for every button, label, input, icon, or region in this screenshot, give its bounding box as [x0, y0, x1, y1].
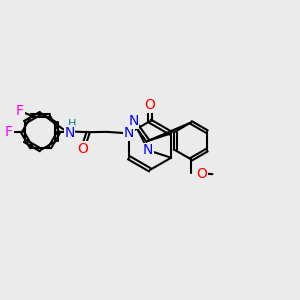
Text: F: F — [5, 124, 13, 139]
Text: H: H — [68, 119, 76, 129]
Text: N: N — [143, 143, 153, 157]
Text: N: N — [64, 126, 75, 140]
Text: F: F — [16, 104, 24, 118]
Text: N: N — [128, 114, 139, 128]
Text: O: O — [77, 142, 88, 155]
Text: O: O — [145, 98, 155, 112]
Text: O: O — [196, 167, 207, 181]
Text: N: N — [124, 126, 134, 140]
